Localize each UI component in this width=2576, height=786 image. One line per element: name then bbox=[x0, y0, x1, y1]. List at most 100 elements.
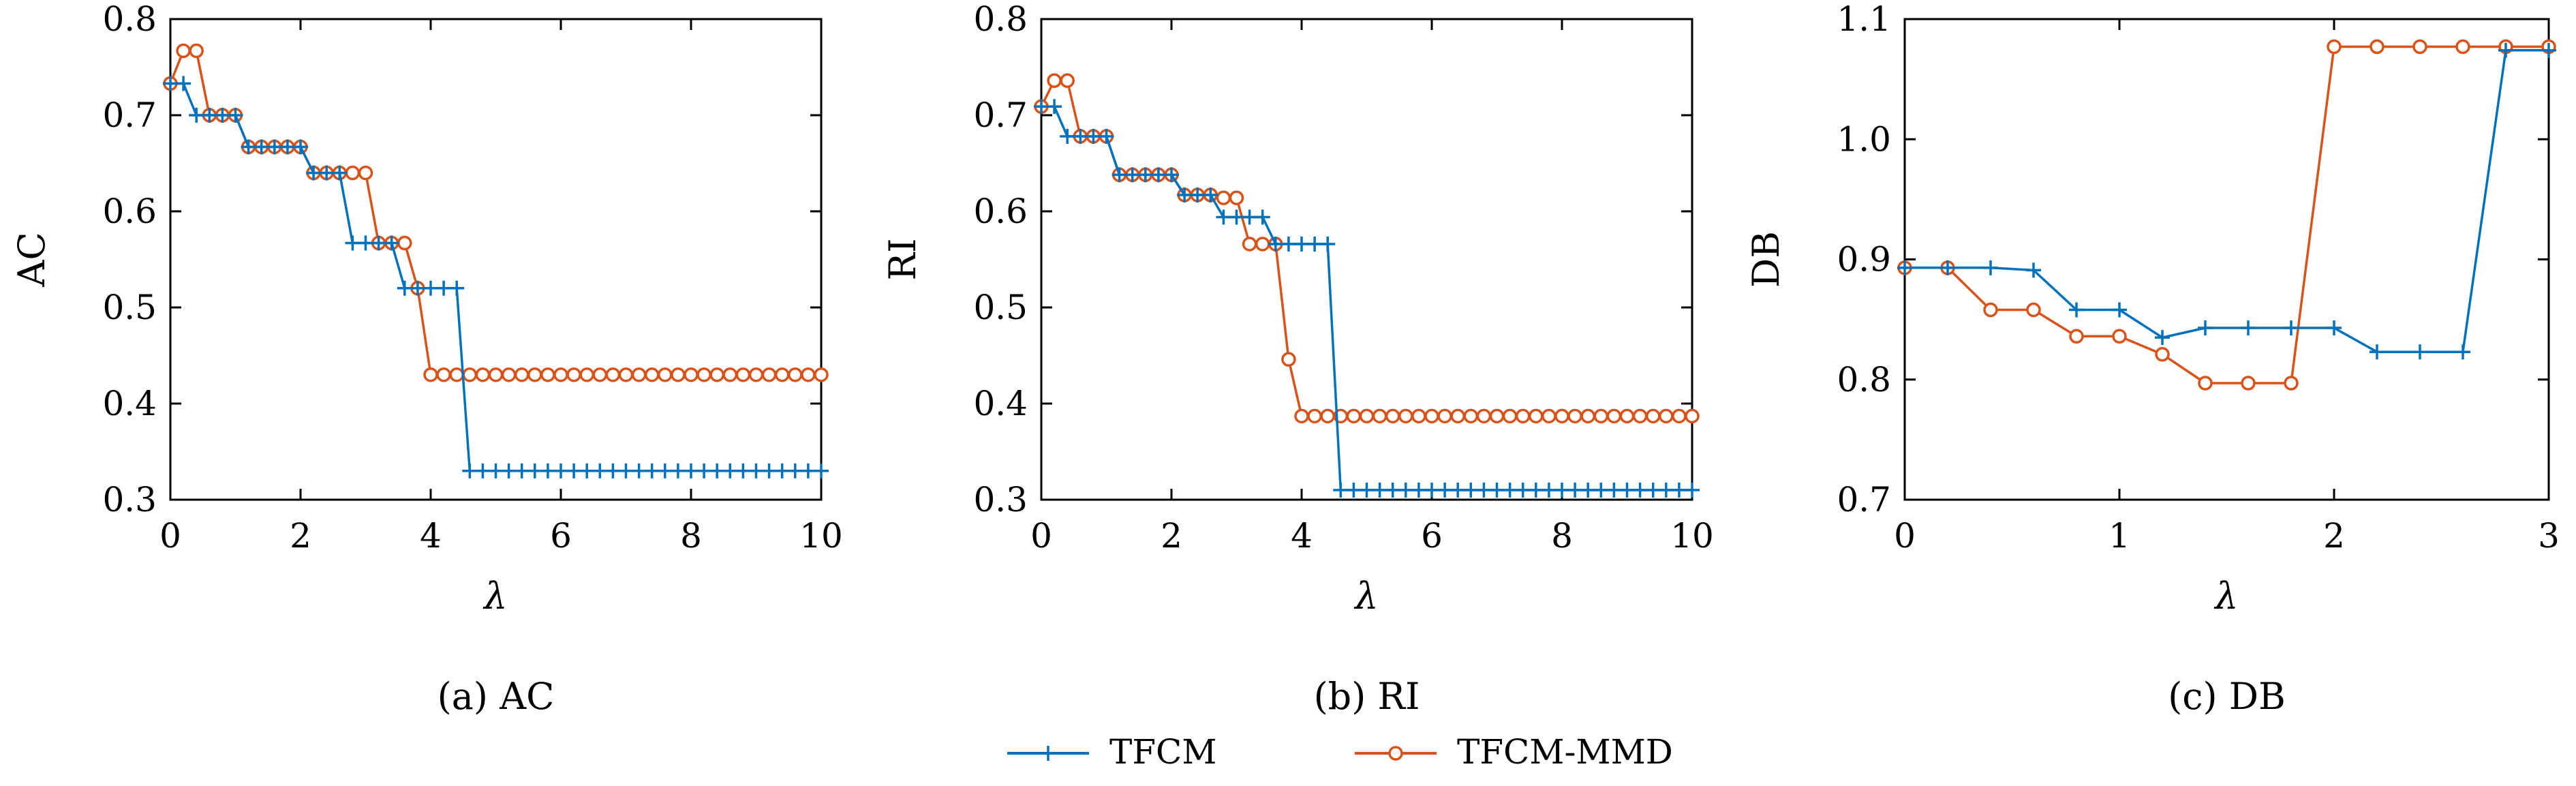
legend-entry-tfcm-mmd: TFCM-MMD bbox=[1355, 732, 1673, 772]
series-tfcm-point bbox=[2198, 320, 2213, 335]
series-tfcm-mmd-point bbox=[631, 367, 647, 382]
y-axis-label: AC bbox=[10, 232, 53, 287]
series-tfcm-mmd bbox=[1034, 73, 1700, 424]
series-tfcm-mmd-point bbox=[2412, 39, 2427, 55]
series-tfcm-point bbox=[384, 235, 399, 251]
series-tfcm-point bbox=[1463, 482, 1479, 498]
series-tfcm-point bbox=[279, 139, 295, 155]
series-tfcm-mmd-point bbox=[501, 367, 517, 382]
y-tick-label: 1.0 bbox=[1837, 119, 1891, 159]
series-tfcm-point bbox=[306, 165, 322, 181]
series-tfcm-point bbox=[684, 463, 699, 479]
series-tfcm-point bbox=[631, 463, 647, 479]
series-tfcm-mmd-point bbox=[1489, 408, 1505, 424]
series-tfcm-point bbox=[2112, 302, 2127, 318]
series-tfcm-point bbox=[345, 235, 361, 251]
series-tfcm-mmd-point bbox=[527, 367, 542, 382]
series-tfcm-point bbox=[228, 108, 243, 123]
series-tfcm-point bbox=[2069, 302, 2084, 318]
series-tfcm-line bbox=[170, 82, 821, 472]
series-tfcm-mmd-point bbox=[189, 43, 204, 59]
series-tfcm-point bbox=[1137, 167, 1153, 183]
series-tfcm-mmd-point bbox=[358, 165, 373, 181]
y-tick-label: 0.3 bbox=[973, 480, 1028, 519]
y-tick-label: 0.8 bbox=[973, 0, 1028, 39]
series-tfcm-mmd-point bbox=[1411, 408, 1426, 424]
series-tfcm-point bbox=[1424, 482, 1439, 498]
x-tick-label: 2 bbox=[290, 516, 311, 556]
series-tfcm-point bbox=[814, 463, 829, 479]
series-tfcm-mmd-point bbox=[1307, 408, 1322, 424]
series-tfcm-mmd-point bbox=[462, 367, 478, 382]
series-tfcm-mmd-point bbox=[1320, 408, 1335, 424]
y-tick-label: 0.8 bbox=[102, 0, 157, 39]
series-tfcm-point bbox=[1359, 482, 1375, 498]
y-tick-label: 0.6 bbox=[102, 192, 157, 231]
series-tfcm-mmd-line bbox=[1905, 45, 2549, 384]
series-tfcm-mmd-point bbox=[1567, 408, 1582, 424]
series-tfcm-point bbox=[2455, 344, 2470, 360]
series-tfcm-mmd-point bbox=[801, 367, 816, 382]
series-tfcm-mmd-point bbox=[449, 367, 464, 382]
series-tfcm-mmd-point bbox=[2370, 39, 2385, 55]
series-tfcm-mmd bbox=[1897, 39, 2556, 391]
x-tick-label: 0 bbox=[1894, 516, 1916, 556]
series-tfcm-mmd-point bbox=[671, 367, 686, 382]
x-tick-label: 2 bbox=[1161, 516, 1182, 556]
series-tfcm-point bbox=[1528, 482, 1544, 498]
series-tfcm-mmd-point bbox=[1983, 302, 1998, 318]
series-tfcm-point bbox=[189, 108, 204, 123]
series-tfcm-line bbox=[1041, 105, 1692, 492]
series-tfcm-line bbox=[1905, 49, 2549, 353]
series-tfcm-point bbox=[1476, 482, 1492, 498]
series-tfcm-mmd-point bbox=[1398, 408, 1413, 424]
x-tick-label: 10 bbox=[799, 516, 843, 556]
series-tfcm-point bbox=[1164, 167, 1179, 183]
series-tfcm-point bbox=[215, 108, 230, 123]
series-tfcm-mmd-point bbox=[2026, 302, 2041, 318]
series-tfcm-mmd-point bbox=[748, 367, 764, 382]
series-tfcm-point bbox=[709, 463, 725, 479]
series-tfcm-mmd-point bbox=[1437, 408, 1452, 424]
series-tfcm-point bbox=[1099, 129, 1114, 145]
series-tfcm-point bbox=[332, 165, 348, 181]
series-tfcm-point bbox=[2026, 262, 2041, 278]
series-tfcm-mmd-point bbox=[1281, 352, 1296, 367]
y-tick-label: 1.1 bbox=[1837, 0, 1891, 39]
x-tick-label: 6 bbox=[550, 516, 572, 556]
series-tfcm-mmd bbox=[163, 43, 829, 382]
y-axis-label: RI bbox=[881, 239, 924, 281]
series-tfcm-point bbox=[423, 280, 438, 296]
legend-marker-tfcm bbox=[1041, 746, 1056, 761]
series-tfcm-mmd-point bbox=[774, 367, 790, 382]
series-tfcm-point bbox=[462, 463, 478, 479]
plot-frame bbox=[1903, 18, 2550, 501]
y-tick-label: 0.4 bbox=[102, 384, 157, 423]
series-tfcm-point bbox=[1983, 260, 1998, 275]
series-tfcm-mmd-point bbox=[1619, 408, 1635, 424]
series-tfcm-point bbox=[1203, 187, 1218, 203]
series-tfcm-point bbox=[1645, 482, 1661, 498]
series-tfcm-point bbox=[2241, 320, 2256, 335]
series-tfcm-mmd-point bbox=[2284, 376, 2299, 391]
series-tfcm-mmd-point bbox=[475, 367, 491, 382]
x-tick-label: 1 bbox=[2109, 516, 2130, 556]
x-tick-label: 0 bbox=[159, 516, 181, 556]
series-tfcm-point bbox=[644, 463, 660, 479]
series-tfcm-point bbox=[722, 463, 738, 479]
series-tfcm-mmd-point bbox=[722, 367, 738, 382]
series-tfcm-mmd-line bbox=[1040, 79, 1692, 418]
series-tfcm-point bbox=[657, 463, 673, 479]
series-tfcm-point bbox=[800, 463, 816, 479]
series-tfcm-point bbox=[1177, 187, 1193, 203]
series-tfcm-point bbox=[540, 463, 555, 479]
series-tfcm-point bbox=[2541, 42, 2556, 58]
y-axis-label: DB bbox=[1745, 231, 1788, 288]
series-tfcm-point bbox=[1216, 209, 1231, 225]
series-tfcm-mmd-point bbox=[1542, 408, 1557, 424]
series-tfcm-point bbox=[1346, 482, 1362, 498]
series-tfcm-mmd-point bbox=[1463, 408, 1479, 424]
series-tfcm-point bbox=[266, 139, 282, 155]
series-tfcm-point bbox=[1593, 482, 1609, 498]
series-tfcm-point bbox=[1619, 482, 1635, 498]
